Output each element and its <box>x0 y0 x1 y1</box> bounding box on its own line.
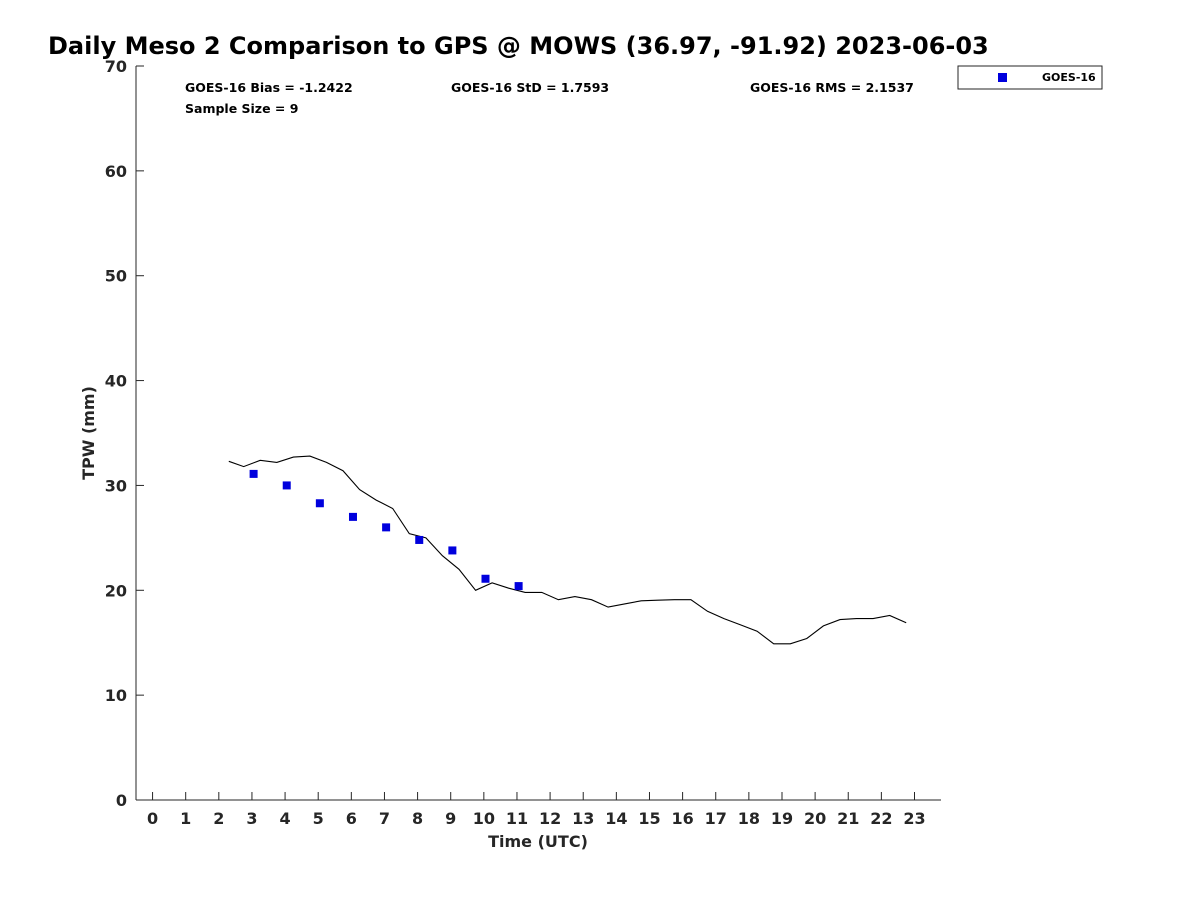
goes16-point <box>415 535 424 544</box>
y-tick-label: 20 <box>105 581 127 600</box>
goes16-point <box>481 574 490 583</box>
x-tick-label: 15 <box>638 809 660 828</box>
x-tick-label: 13 <box>572 809 594 828</box>
y-tick-label: 30 <box>105 476 127 495</box>
y-tick-label: 40 <box>105 372 127 391</box>
x-tick-label: 23 <box>903 809 925 828</box>
x-axis-label: Time (UTC) <box>488 832 588 851</box>
goes16-point <box>382 523 391 532</box>
x-tick-label: 6 <box>346 809 357 828</box>
legend-label-goes16: GOES-16 <box>1042 71 1096 84</box>
x-tick-label: 9 <box>445 809 456 828</box>
x-tick-label: 14 <box>605 809 627 828</box>
x-tick-label: 4 <box>280 809 291 828</box>
gps-tpw-line <box>228 455 907 645</box>
x-tick-label: 22 <box>870 809 892 828</box>
x-tick-label: 21 <box>837 809 859 828</box>
x-tick-label: 10 <box>473 809 495 828</box>
goes16-point <box>249 469 258 478</box>
y-ticks: 0 10 20 30 40 50 60 70 <box>105 57 144 810</box>
legend-marker-goes16 <box>998 73 1007 82</box>
y-tick-label: 0 <box>116 791 127 810</box>
goes16-point <box>348 512 357 521</box>
stats-panel: GOES-16 Bias = -1.2422 GOES-16 StD = 1.7… <box>185 80 914 116</box>
x-tick-label: 11 <box>506 809 528 828</box>
y-axis-label: TPW (mm) <box>79 386 98 480</box>
x-tick-label: 17 <box>705 809 727 828</box>
plot-series <box>228 455 907 645</box>
goes16-point <box>282 481 291 490</box>
legend: GOES-16 <box>957 65 1103 90</box>
x-tick-label: 5 <box>313 809 324 828</box>
y-tick-label: 10 <box>105 686 127 705</box>
x-tick-label: 7 <box>379 809 390 828</box>
axes <box>135 66 941 801</box>
x-ticks: 0 1 2 3 4 5 6 7 8 9 10 11 12 13 14 15 16 17 18 19 20 21 22 23 <box>147 792 926 828</box>
goes16-point <box>514 582 523 591</box>
stat-std: GOES-16 StD = 1.7593 <box>451 80 609 95</box>
y-tick-label: 60 <box>105 162 127 181</box>
x-tick-label: 3 <box>246 809 257 828</box>
goes16-point <box>315 499 324 508</box>
legend-box <box>957 65 1103 90</box>
x-tick-label: 0 <box>147 809 158 828</box>
x-tick-label: 19 <box>771 809 793 828</box>
goes16-point <box>448 546 457 555</box>
x-tick-label: 18 <box>738 809 760 828</box>
x-tick-label: 1 <box>180 809 191 828</box>
y-tick-label: 50 <box>105 267 127 286</box>
stat-bias: GOES-16 Bias = -1.2422 <box>185 80 353 95</box>
chart-title: Daily Meso 2 Comparison to GPS @ MOWS (3… <box>48 32 989 60</box>
x-tick-label: 16 <box>671 809 693 828</box>
stat-rms: GOES-16 RMS = 2.1537 <box>750 80 914 95</box>
x-tick-label: 8 <box>412 809 423 828</box>
stat-sample-size: Sample Size = 9 <box>185 101 298 116</box>
x-tick-label: 20 <box>804 809 826 828</box>
x-tick-label: 12 <box>539 809 561 828</box>
y-tick-label: 70 <box>105 57 127 76</box>
x-tick-label: 2 <box>213 809 224 828</box>
